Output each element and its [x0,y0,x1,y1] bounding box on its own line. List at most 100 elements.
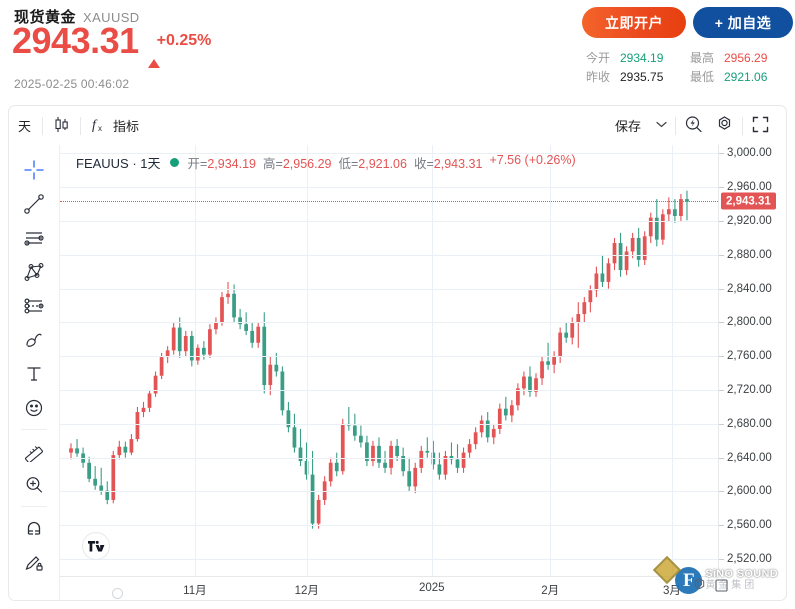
chevron-down-icon [656,120,667,131]
last-price-line [60,201,718,203]
legend-high: 2,956.29 [282,157,332,171]
scroll-to-start-button[interactable] [112,588,123,599]
time-axis-label: 11月 [183,585,207,597]
replay-search-icon [684,115,703,137]
quote-timestamp: 2025-02-25 00:46:02 [14,77,130,91]
price-axis-tick [719,254,724,256]
grid-line-horizontal [60,221,718,223]
magnet-tool[interactable] [17,511,51,545]
watermark-logo: F [675,567,703,594]
price-axis-label: 2,920.00 [727,215,772,228]
price-axis[interactable]: 3,000.00 2,960.00 2,920.00 2,880.00 2,840.00… [718,145,786,576]
price-axis-label: 2,520.00 [727,553,772,566]
fullscreen-button[interactable] [745,112,776,140]
change-percent: +0.25% [156,32,212,49]
text-tool[interactable] [17,357,51,391]
tradingview-logo[interactable] [82,532,110,560]
price-axis-tick [719,288,724,290]
zoom-tool[interactable] [17,468,51,502]
emoji-tool[interactable] [17,391,51,425]
time-axis[interactable]: 11月 12月 2025 2月 3月 [60,576,718,600]
toolbar-divider [21,429,47,430]
stats-row-1: 今开 2934.19 最高 2956.29 [586,48,792,67]
legend-ohlc: 开=2,934.19 高=2,956.29 低=2,921.06 收=2,943… [188,153,576,172]
stat-high: 最高 2956.29 [690,49,767,66]
brush-tool[interactable] [17,323,51,357]
price-axis-label: 2,560.00 [727,519,772,532]
grid-line-horizontal [60,457,718,459]
last-price: 2943.31 [12,20,139,61]
price-axis-label: 2,760.00 [727,350,772,363]
horizontal-lines-tool[interactable] [17,221,51,255]
price-axis-label: 2,800.00 [727,316,772,329]
watermark-name-en: SiNO SOUND [705,568,778,581]
grid-line-vertical [431,145,433,576]
stat-prev-close: 昨收 2935.75 [586,68,690,85]
toolbar-right-group: 保存 [606,112,786,140]
measure-tool[interactable] [17,434,51,468]
chart-settings-hex-button[interactable] [691,576,708,598]
indicators-label: 指标 [113,119,140,134]
price-axis-tick [719,491,724,493]
gear-icon [715,115,734,137]
price-axis-tick [719,525,724,527]
legend-status-dot [169,158,179,167]
stat-low: 最低 2921.06 [690,68,767,85]
legend-open: 2,934.19 [207,157,256,171]
chart-legend: FEAUUS · 1天 开=2,934.19 高=2,956.29 低=2,92… [76,153,576,172]
pitchfork-tool[interactable] [17,255,51,289]
price-axis-label: 2,720.00 [727,384,772,397]
interval-button[interactable]: 天 [9,112,40,140]
legend-high-label: 高= [263,157,283,171]
toolbar-divider [80,116,82,135]
settings-button[interactable] [709,112,740,140]
stats-row-2: 昨收 2935.75 最低 2921.06 [586,67,792,86]
toolbar-divider [675,116,676,135]
stat-high-label: 最高 [690,51,715,65]
grid-line-vertical [671,145,673,576]
price-axis-label: 2,880.00 [727,248,772,261]
grid-line-horizontal [60,390,718,392]
legend-open-label: 开= [187,157,208,171]
replay-button[interactable] [678,112,709,140]
price-axis-tick [719,356,724,358]
stat-prev-close-label: 昨收 [586,70,611,84]
grid-line-horizontal [60,254,718,256]
grid-line-horizontal [60,559,718,561]
price-row: 2943.31 +0.25% [12,20,212,68]
save-button[interactable]: 保存 [606,112,650,140]
legend-close-label: 收= [413,157,434,171]
open-account-button[interactable]: 立即开户 [582,7,686,38]
price-axis-tick [719,187,724,189]
grid-line-horizontal [60,322,718,324]
toolbar-divider [742,116,743,135]
grid-line-horizontal [60,187,718,189]
chart-plot-area[interactable]: FEAUUS · 1天 开=2,934.19 高=2,956.29 低=2,92… [60,145,786,600]
grid-line-horizontal [60,288,718,290]
grid-line-horizontal [60,423,718,425]
stat-high-value: 2956.29 [724,50,768,65]
fib-pattern-tool[interactable] [17,289,51,323]
chart-type-button[interactable] [45,112,78,140]
chart-frame: FEAUUS · 1天 开=2,934.19 高=2,956.29 低=2,92… [8,145,787,601]
time-axis-label: 12月 [294,585,319,597]
price-axis-tick [719,322,724,324]
price-axis-tick [719,457,724,459]
add-favorite-button[interactable]: + 加自选 [693,7,793,38]
price-axis-tick [719,153,724,155]
legend-title: FEAUUS · 1天 [76,156,161,171]
chart-maximize-button[interactable] [715,579,728,597]
price-axis-label: 2,840.00 [727,282,772,295]
svg-text:f: f [92,118,98,133]
quote-header: 现货黄金 XAUUSD 2943.31 +0.25% 2025-02-25 00… [0,0,795,105]
quote-stats: 今开 2934.19 最高 2956.29 昨收 2935.75 最低 2921… [586,48,792,86]
stat-open-label: 今开 [586,51,611,65]
trend-line-tool[interactable] [17,187,51,221]
save-menu-button[interactable] [650,112,673,140]
indicators-button[interactable]: f x 指标 [83,112,148,140]
candlestick-pane[interactable] [60,145,718,576]
crosshair-tool[interactable] [17,153,51,187]
lock-drawings-tool[interactable] [17,545,51,579]
candlestick-icon [54,116,69,136]
legend-low: 2,921.06 [358,157,407,171]
